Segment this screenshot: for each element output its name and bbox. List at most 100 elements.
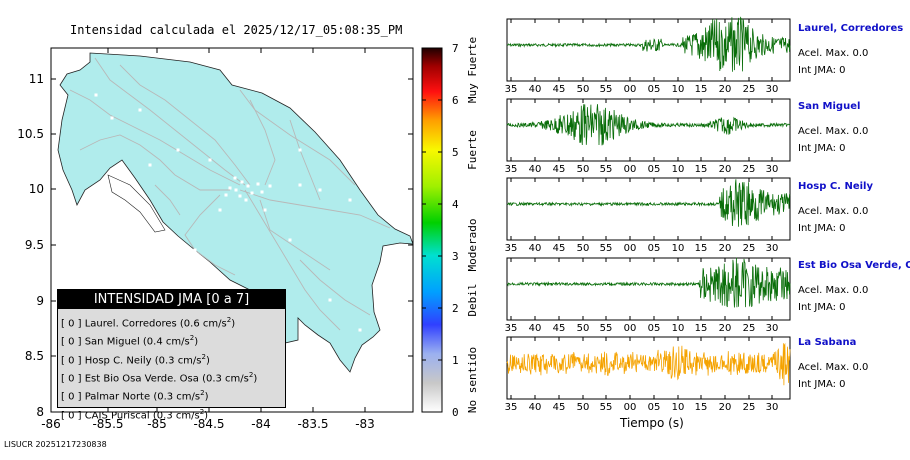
legend-item-unit: cm/s [165,336,190,348]
waveform-tick-label: 40 [529,402,542,413]
waveform-tick-label: 55 [600,243,613,254]
road-line [184,194,236,276]
waveform-tick-label: 40 [529,164,542,175]
legend-item-unit: cm/s [202,318,227,330]
road-line [69,89,241,186]
station-accel-max: Acel. Max. 0.0 [798,285,869,296]
legend-item-station: Palmar Norte [84,391,154,403]
station-name: Hosp C. Neily [798,181,873,192]
waveform-tick-label: 50 [577,84,590,95]
legend-item-level: [ 0 ] [61,336,85,348]
town-marker [268,184,272,188]
waveform-tick-label: 30 [766,402,779,413]
legend-item-accel: (0.3 [152,409,176,421]
waveform-tick-label: 20 [719,323,732,334]
waveform-tick-label: 40 [529,323,542,334]
waveform-trace [506,16,791,72]
station-name: San Miguel [798,101,861,112]
town-marker [246,184,250,188]
map-x-tick-label: -83.5 [297,417,328,431]
waveform-tick-label: 35 [505,402,518,413]
waveform-panel: 35 40 45 50 55 00 05 10 15 20 25 30 [505,16,791,95]
waveform-tick-label: 25 [743,164,756,175]
colorbar-tick-label: 7 [452,42,459,55]
road-line [239,189,391,229]
legend-item-level: [ 0 ] [61,318,85,330]
legend-list: [ 0 ] Laurel. Corredores (0.6 cm/s2)[ 0 … [61,313,257,423]
legend-item: [ 0 ] Est Bio Osa Verde. Osa (0.3 cm/s2) [61,370,258,385]
waveform-tick-label: 25 [743,84,756,95]
waveform-tick-label: 45 [553,323,566,334]
colorbar-category-label: Moderado [466,219,479,272]
town-marker [110,116,114,120]
waveform-tick-label: 00 [624,402,637,413]
waveform-tick-label: 15 [695,323,708,334]
road-line [244,189,341,331]
station-int-jma: Int JMA: 0 [798,223,846,234]
legend-item: [ 0 ] CAIS Puriscal (0.3 cm/s2) [61,407,209,421]
waveform-tick-label: 05 [648,243,661,254]
map-y-tick-label: 8 [36,405,44,419]
legend-item-station: Hosp C. Neily [84,354,155,366]
station-name: La Sabana [798,337,857,348]
town-marker [234,188,238,192]
legend-item-accel: (0.3 [153,391,177,403]
legend-item-unit-exp: 2 [200,389,205,398]
legend-item-level: [ 0 ] [61,391,85,403]
legend-item-unit-exp: 2 [226,316,232,324]
waveform-tick-label: 00 [624,243,637,254]
waveform-tick-label: 05 [648,402,661,413]
waveform-trace [506,104,791,146]
town-marker [118,188,122,192]
waveform-tick-label: 30 [766,84,779,95]
waveform-panel: 35 40 45 50 55 00 05 10 15 20 25 30 [505,177,791,254]
map-title: Intensidad calculada el 2025/12/17_05:08… [70,23,403,37]
waveform-panel: 35 40 45 50 55 00 05 10 15 20 25 30 [505,98,791,175]
town-marker [328,298,332,302]
waveform-tick-label: 55 [600,402,613,413]
legend-item-level: [ 0 ] [61,409,85,421]
town-marker [238,194,242,198]
legend-item-unit-exp: 2 [201,352,206,361]
colorbar-category-label: Debil [466,283,479,316]
waveform-tick-label: 50 [577,243,590,254]
costa-rica-landmass [57,52,414,373]
road-line [249,99,276,186]
colorbar-tick-label: 4 [452,198,459,211]
legend-item: [ 0 ] Hosp C. Neily (0.3 cm/s2) [61,352,210,366]
waveform-tick-label: 30 [766,243,779,254]
station-accel-max: Acel. Max. 0.0 [798,206,869,217]
legend-item-station: CAIS Puriscal [84,409,153,421]
map-y-tick-label: 9 [36,294,44,308]
waveform-tick-label: 55 [600,323,613,334]
map-x-tick-label: -86 [41,417,61,431]
station-int-jma: Int JMA: 0 [798,143,846,154]
waveform-tick-label: 35 [505,84,518,95]
waveform-tick-label: 25 [743,243,756,254]
colorbar-tick-label: 1 [452,354,459,367]
town-marker [240,180,244,184]
waveform-tick-label: 20 [719,84,732,95]
waveform-tick-label: 10 [672,84,685,95]
waveform-tick-label: 15 [695,243,708,254]
waveform-tick-label: 20 [719,243,732,254]
station-accel-max: Acel. Max. 0.0 [798,48,869,59]
waveform-tick-label: 10 [672,323,685,334]
town-marker [244,198,248,202]
waveform-tick-label: 40 [529,243,542,254]
colorbar-tick-label: 0 [452,406,459,419]
station-int-jma: Int JMA: 0 [798,379,846,390]
map-x-tick-label: -85 [147,417,167,431]
station-int-jma: Int JMA: 0 [798,302,846,313]
legend-item-unit-exp: 2 [199,407,205,416]
waveform-tick-label: 50 [577,402,590,413]
town-marker [298,148,302,152]
waveform-tick-label: 00 [624,164,637,175]
waveform-tick-label: 50 [577,164,590,175]
colorbar-category-label: Muy Fuerte [466,37,479,103]
legend-item-station: San Miguel [84,336,143,348]
town-marker [138,108,142,112]
waveform-tick-label: 55 [600,84,613,95]
